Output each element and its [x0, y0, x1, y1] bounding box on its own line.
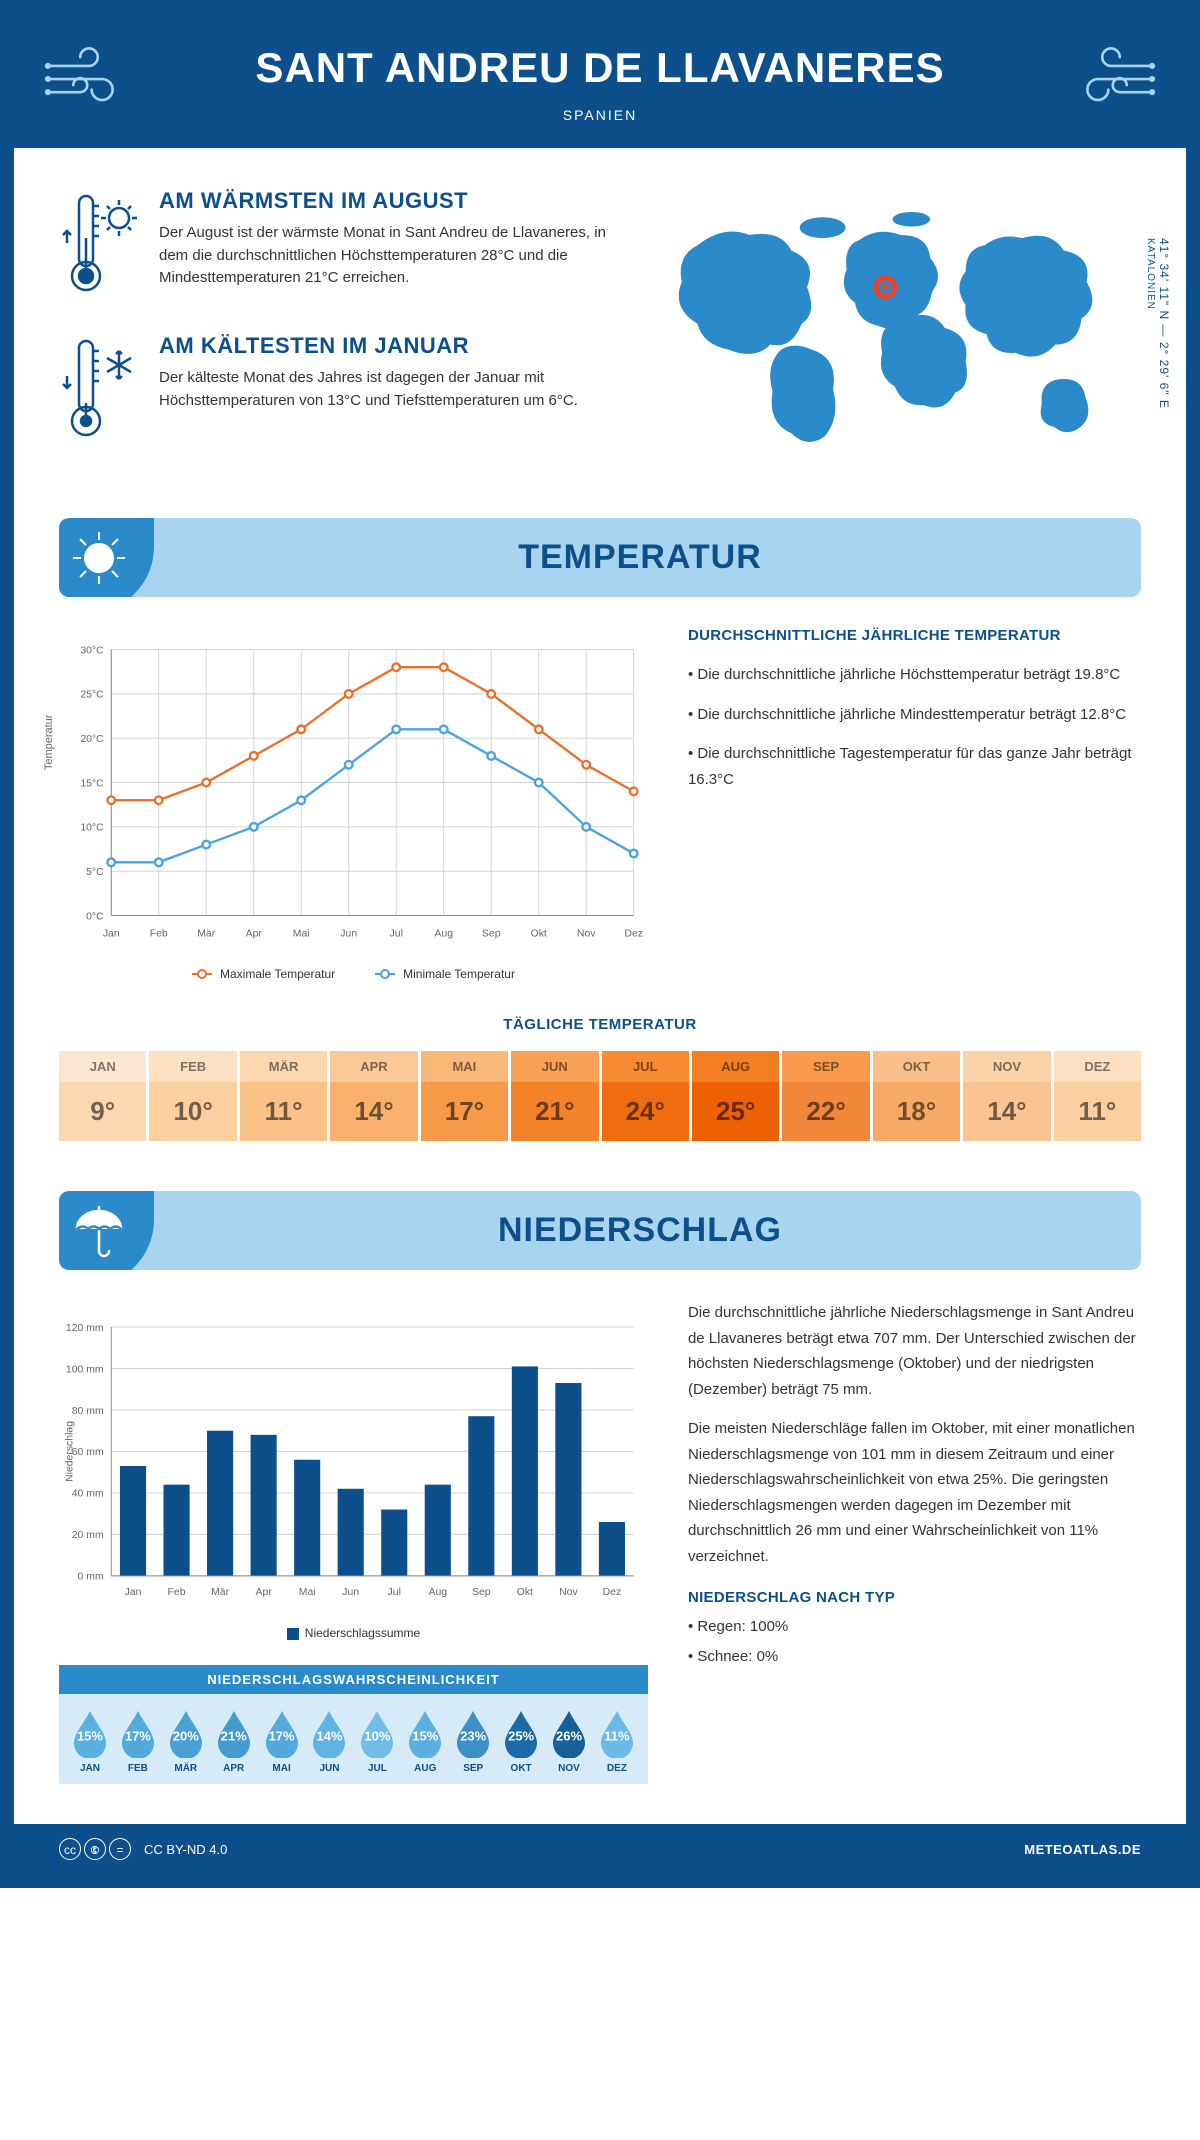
precip-info: Die durchschnittliche jährliche Niedersc…	[688, 1300, 1141, 1784]
precip-prob-drop: 23%SEP	[452, 1708, 494, 1774]
svg-text:Jul: Jul	[388, 1587, 401, 1598]
precip-prob-drop: 17%MAI	[261, 1708, 303, 1774]
svg-text:20°C: 20°C	[80, 734, 104, 745]
svg-text:Jan: Jan	[103, 928, 120, 939]
section-precip-title: NIEDERSCHLAG	[159, 1211, 1121, 1250]
cc-icons: cc🅮=	[59, 1838, 134, 1860]
svg-text:25°C: 25°C	[80, 690, 104, 701]
svg-text:Jun: Jun	[342, 1587, 359, 1598]
svg-text:Jul: Jul	[390, 928, 403, 939]
daily-temp-cell: NOV14°	[963, 1051, 1050, 1141]
precip-bar-chart: 0 mm 20 mm 40 mm 60 mm 80 mm 100 mm 120 mm Nied…	[59, 1300, 648, 1620]
svg-text:60 mm: 60 mm	[72, 1447, 104, 1458]
svg-text:15°C: 15°C	[80, 778, 104, 789]
thermometer-sun-icon	[59, 188, 139, 303]
svg-text:80 mm: 80 mm	[72, 1406, 104, 1417]
section-precip-banner: NIEDERSCHLAG	[59, 1191, 1141, 1270]
svg-text:Feb: Feb	[150, 928, 168, 939]
temp-info: DURCHSCHNITTLICHE JÄHRLICHE TEMPERATUR •…	[688, 627, 1141, 981]
warmest-title: AM WÄRMSTEN IM AUGUST	[159, 188, 610, 214]
precip-prob-drop: 17%FEB	[117, 1708, 159, 1774]
warmest-body: Der August ist der wärmste Monat in Sant…	[159, 222, 610, 290]
svg-text:Aug: Aug	[434, 928, 453, 939]
sun-icon	[59, 518, 154, 597]
umbrella-icon	[59, 1191, 154, 1270]
daily-temp-cell: FEB10°	[149, 1051, 236, 1141]
svg-text:Sep: Sep	[472, 1587, 491, 1598]
svg-text:Jun: Jun	[340, 928, 357, 939]
daily-temp-cell: JUN21°	[511, 1051, 598, 1141]
wind-icon	[1066, 44, 1156, 119]
infographic-frame: SANT ANDREU DE LLAVANERES SPANIEN	[0, 0, 1200, 1888]
svg-text:0°C: 0°C	[86, 911, 104, 922]
svg-text:Dez: Dez	[624, 928, 643, 939]
svg-text:Sep: Sep	[482, 928, 501, 939]
precip-prob-drop: 15%AUG	[404, 1708, 446, 1774]
daily-temp-cell: AUG25°	[692, 1051, 779, 1141]
site-link[interactable]: METEOATLAS.DE	[1024, 1842, 1141, 1857]
precip-prob-drop: 21%APR	[213, 1708, 255, 1774]
coldest-title: AM KÄLTESTEN IM JANUAR	[159, 333, 610, 359]
svg-text:Nov: Nov	[577, 928, 596, 939]
warmest-fact: AM WÄRMSTEN IM AUGUST Der August ist der…	[59, 188, 610, 303]
world-map: 41° 34' 11" N — 2° 29' 6" E KATALONIEN	[640, 188, 1141, 464]
svg-text:Apr: Apr	[246, 928, 263, 939]
svg-text:Aug: Aug	[428, 1587, 447, 1598]
precip-prob-drop: 25%OKT	[500, 1708, 542, 1774]
svg-text:Niederschlag: Niederschlag	[64, 1421, 75, 1482]
precip-prob-drop: 10%JUL	[356, 1708, 398, 1774]
daily-temp-cell: JAN9°	[59, 1051, 146, 1141]
precip-prob-drop: 14%JUN	[309, 1708, 351, 1774]
temp-line-chart: Temperatur 0°C5°C10°C15°C20°C25°C30°CJan…	[59, 627, 648, 957]
svg-text:Okt: Okt	[531, 928, 547, 939]
svg-text:0 mm: 0 mm	[78, 1572, 104, 1583]
wind-icon	[44, 44, 134, 119]
svg-text:Feb: Feb	[168, 1587, 186, 1598]
temp-legend: Maximale Temperatur Minimale Temperatur	[59, 967, 648, 981]
svg-text:20 mm: 20 mm	[72, 1530, 104, 1541]
coldest-fact: AM KÄLTESTEN IM JANUAR Der kälteste Mona…	[59, 333, 610, 448]
precip-prob-drop: 20%MÄR	[165, 1708, 207, 1774]
svg-text:30°C: 30°C	[80, 645, 104, 656]
daily-temp-cell: APR14°	[330, 1051, 417, 1141]
daily-temp-cell: SEP22°	[782, 1051, 869, 1141]
footer: cc🅮= CC BY-ND 4.0 METEOATLAS.DE	[14, 1824, 1186, 1874]
daily-temp-cell: OKT18°	[873, 1051, 960, 1141]
coordinates: 41° 34' 11" N — 2° 29' 6" E KATALONIEN	[1143, 238, 1171, 409]
svg-text:120 mm: 120 mm	[66, 1323, 104, 1334]
coldest-body: Der kälteste Monat des Jahres ist dagege…	[159, 367, 610, 412]
page-title: SANT ANDREU DE LLAVANERES	[34, 44, 1166, 92]
svg-text:40 mm: 40 mm	[72, 1489, 104, 1500]
country-label: SPANIEN	[34, 107, 1166, 123]
precip-probability: NIEDERSCHLAGSWAHRSCHEINLICHKEIT 15%JAN17…	[59, 1665, 648, 1784]
svg-text:Mai: Mai	[293, 928, 310, 939]
svg-text:Nov: Nov	[559, 1587, 578, 1598]
svg-text:Okt: Okt	[517, 1587, 533, 1598]
svg-text:5°C: 5°C	[86, 867, 104, 878]
header: SANT ANDREU DE LLAVANERES SPANIEN	[14, 14, 1186, 148]
svg-text:10°C: 10°C	[80, 823, 104, 834]
intro-row: AM WÄRMSTEN IM AUGUST Der August ist der…	[59, 188, 1141, 478]
svg-text:Mär: Mär	[197, 928, 215, 939]
thermometer-snow-icon	[59, 333, 139, 448]
precip-legend: Niederschlagssumme	[59, 1626, 648, 1640]
section-temp-banner: TEMPERATUR	[59, 518, 1141, 597]
precip-prob-drop: 26%NOV	[548, 1708, 590, 1774]
svg-text:Dez: Dez	[603, 1587, 622, 1598]
svg-text:100 mm: 100 mm	[66, 1364, 104, 1375]
section-temp-title: TEMPERATUR	[159, 538, 1121, 577]
daily-temp: TÄGLICHE TEMPERATUR JAN9°FEB10°MÄR11°APR…	[59, 1016, 1141, 1141]
license-text: CC BY-ND 4.0	[144, 1842, 227, 1857]
daily-temp-cell: MAI17°	[421, 1051, 508, 1141]
precip-prob-drop: 15%JAN	[69, 1708, 111, 1774]
precip-prob-drop: 11%DEZ	[596, 1708, 638, 1774]
daily-temp-cell: MÄR11°	[240, 1051, 327, 1141]
daily-temp-cell: DEZ11°	[1054, 1051, 1141, 1141]
svg-text:Apr: Apr	[256, 1587, 273, 1598]
daily-temp-cell: JUL24°	[602, 1051, 689, 1141]
svg-text:Mai: Mai	[299, 1587, 316, 1598]
svg-text:Mär: Mär	[211, 1587, 229, 1598]
svg-text:Jan: Jan	[125, 1587, 142, 1598]
